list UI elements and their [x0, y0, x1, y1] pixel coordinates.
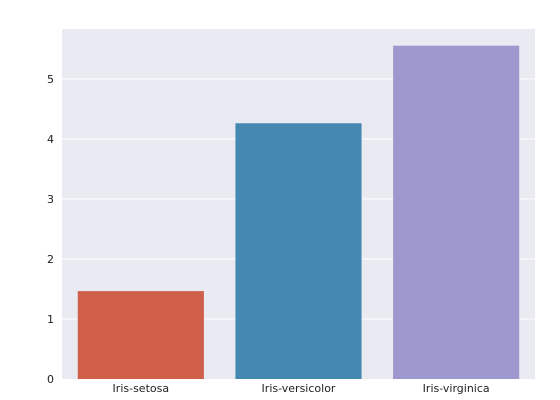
bar-iris-setosa [77, 291, 204, 379]
y-axis-ticks: 0 1 2 3 4 5 [47, 73, 54, 386]
bars [77, 45, 520, 379]
y-tick-label: 0 [47, 373, 54, 386]
x-tick-label: Iris-virginica [423, 382, 490, 395]
x-tick-label: Iris-setosa [113, 382, 170, 395]
y-tick-label: 3 [47, 193, 54, 206]
y-tick-label: 2 [47, 253, 54, 266]
bar-iris-virginica [393, 45, 520, 379]
y-tick-label: 5 [47, 73, 54, 86]
bar-iris-versicolor [235, 123, 362, 379]
x-tick-label: Iris-versicolor [262, 382, 336, 395]
y-tick-label: 4 [47, 133, 54, 146]
x-axis-ticks: Iris-setosa Iris-versicolor Iris-virginica [113, 382, 490, 395]
y-tick-label: 1 [47, 313, 54, 326]
